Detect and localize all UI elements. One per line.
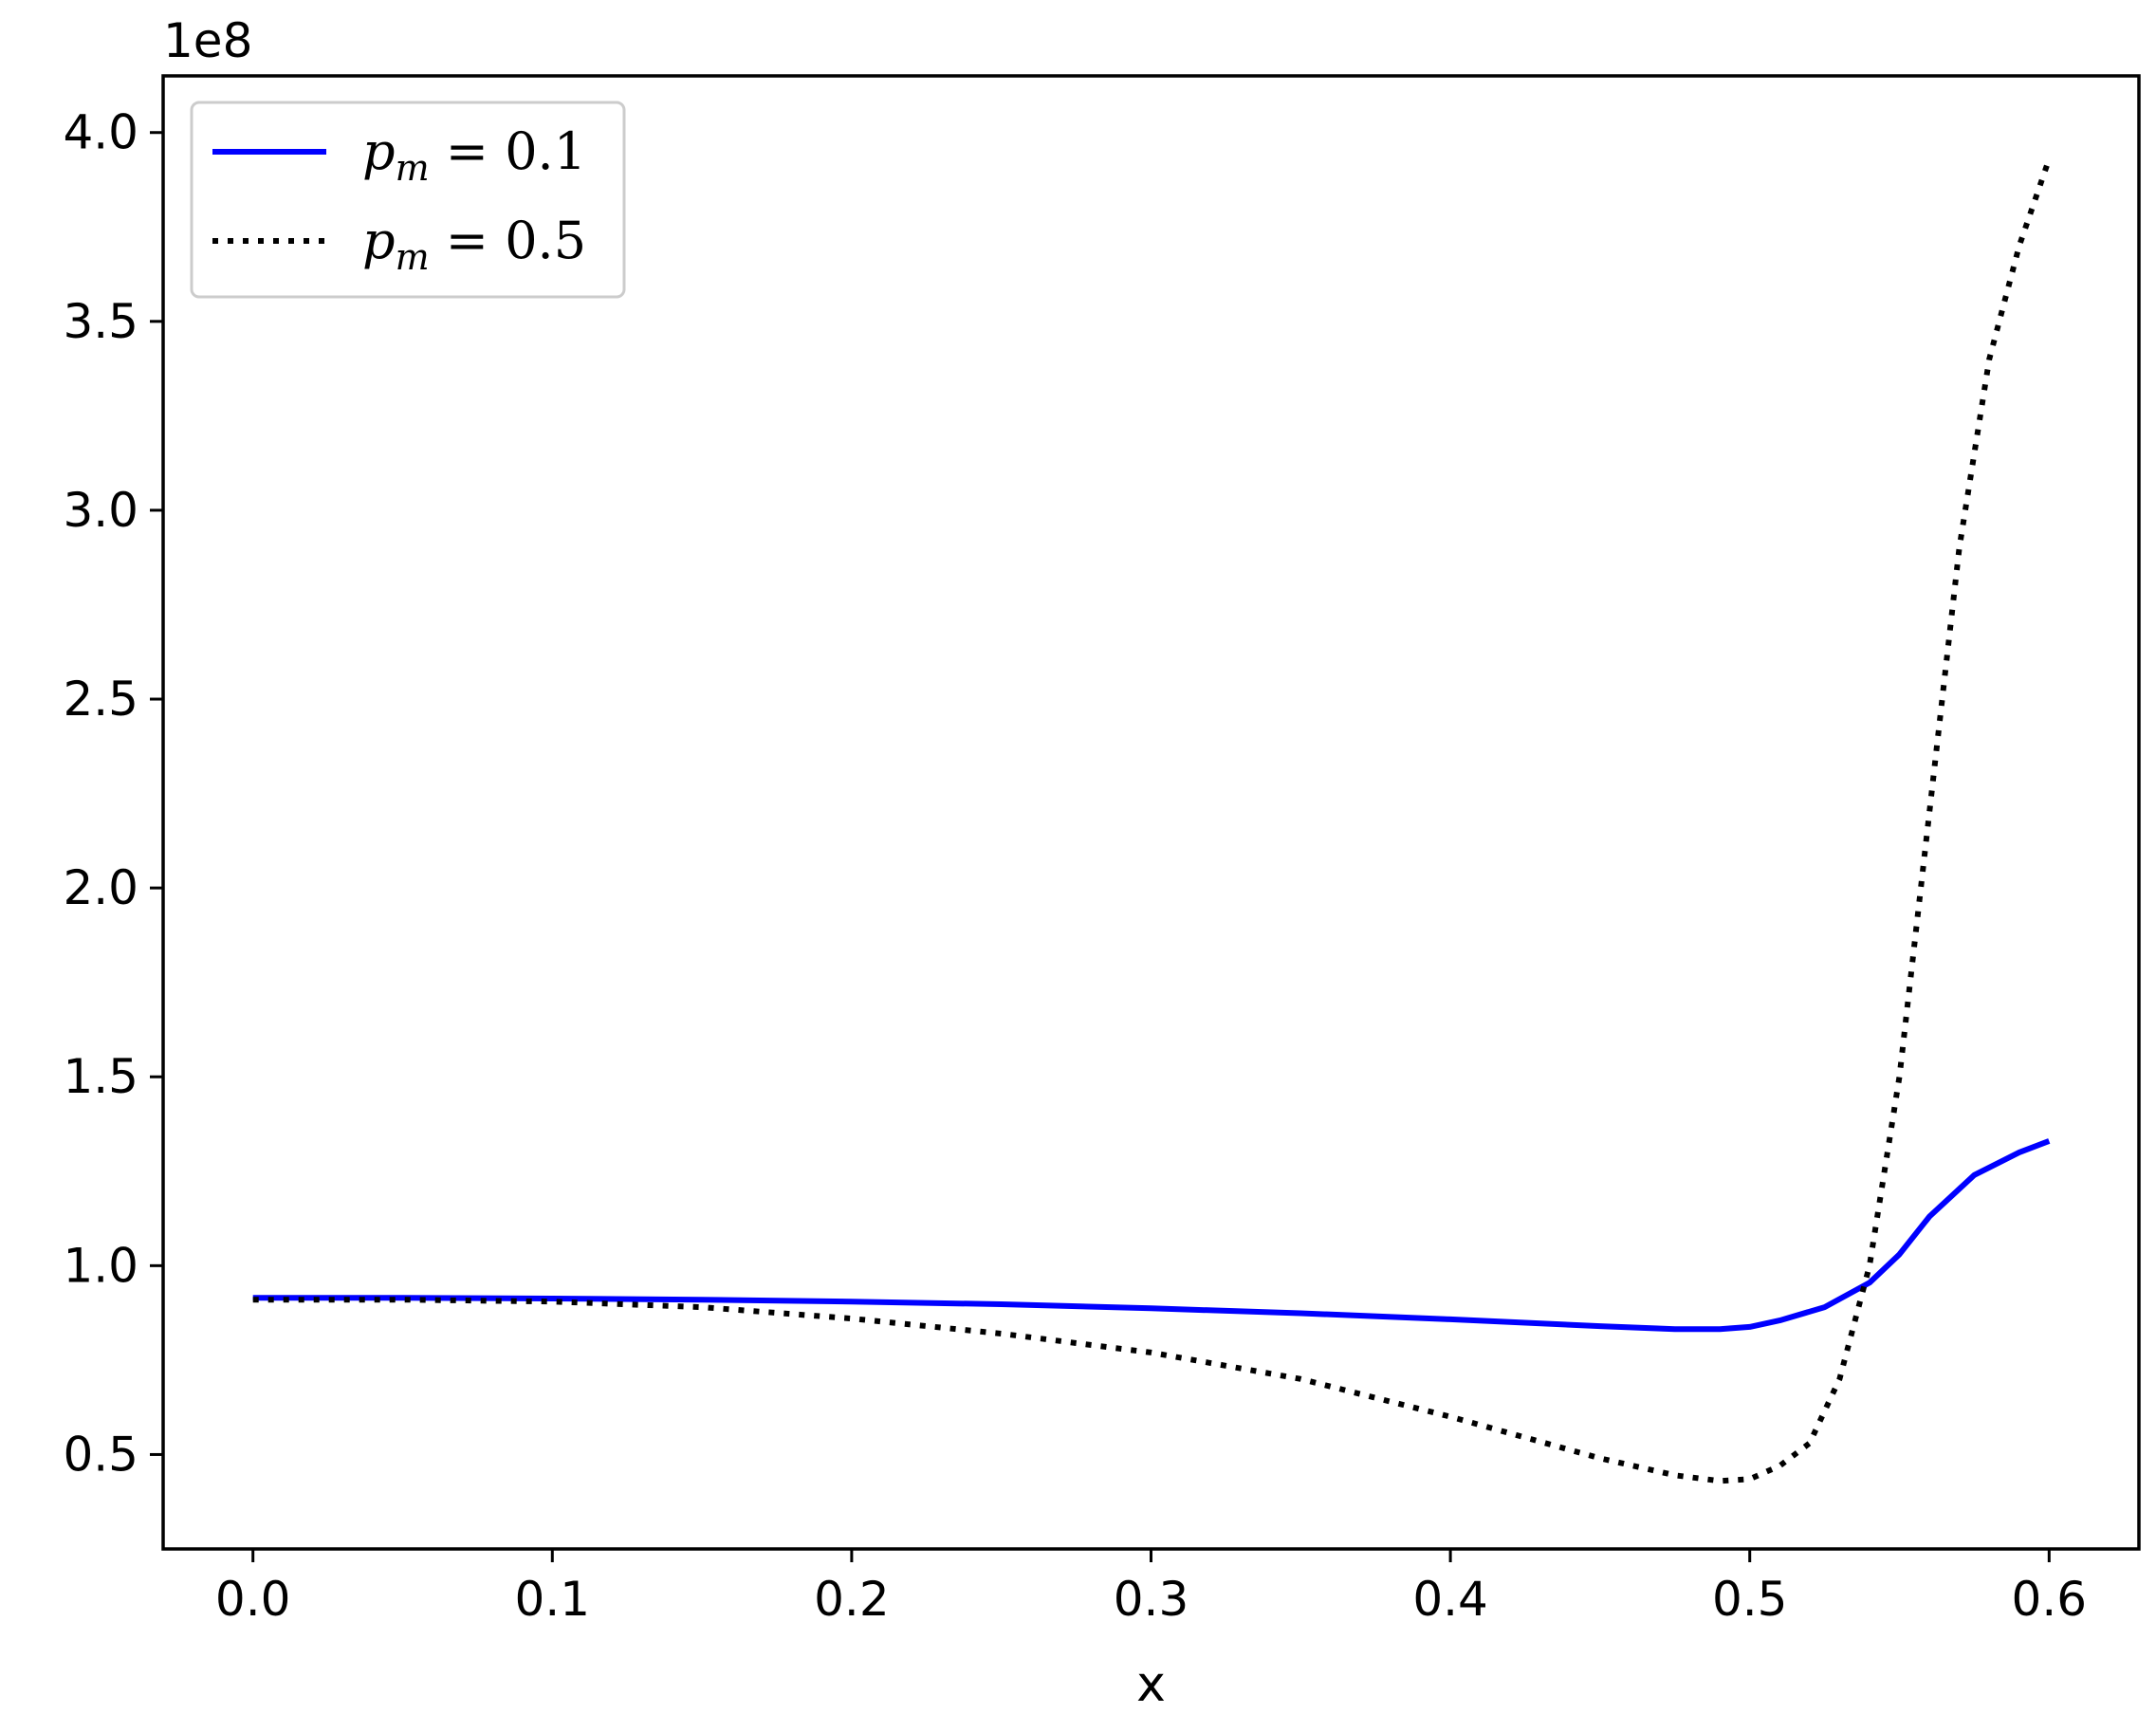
x-tick-label: 0.4 <box>1412 1572 1488 1627</box>
y-tick-label: 2.5 <box>63 672 138 727</box>
x-tick-label: 0.2 <box>814 1572 890 1627</box>
series-line-1 <box>252 1138 2051 1333</box>
y-tick-label: 3.0 <box>63 483 138 538</box>
y-tick-label: 1.5 <box>63 1049 138 1104</box>
y-tick-label: 0.5 <box>63 1427 138 1482</box>
x-tick-label: 0.6 <box>2012 1572 2088 1627</box>
y-tick-label: 3.5 <box>63 294 138 349</box>
series-line-2 <box>252 157 2053 1484</box>
x-axis-label: x <box>1136 1656 1166 1713</box>
y-offset-label: 1e8 <box>163 13 252 68</box>
legend-label-2: pm = 0.5 <box>362 211 586 278</box>
legend-label-1: pm = 0.1 <box>362 121 586 189</box>
x-tick-label: 0.3 <box>1114 1572 1189 1627</box>
x-tick-label: 0.0 <box>215 1572 291 1627</box>
x-tick-label: 0.1 <box>515 1572 591 1627</box>
y-tick-label: 1.0 <box>63 1238 138 1293</box>
y-tick-label: 2.0 <box>63 860 138 915</box>
x-tick-label: 0.5 <box>1712 1572 1788 1627</box>
plot-area: 0.0 0.1 0.2 0.3 0.4 0.5 0.6 0.5 1.0 1.5 2.0 2.5 3.0 3… <box>63 74 2141 1627</box>
y-tick-label: 4.0 <box>63 105 138 160</box>
legend: pm = 0.1 pm = 0.5 <box>190 101 626 299</box>
